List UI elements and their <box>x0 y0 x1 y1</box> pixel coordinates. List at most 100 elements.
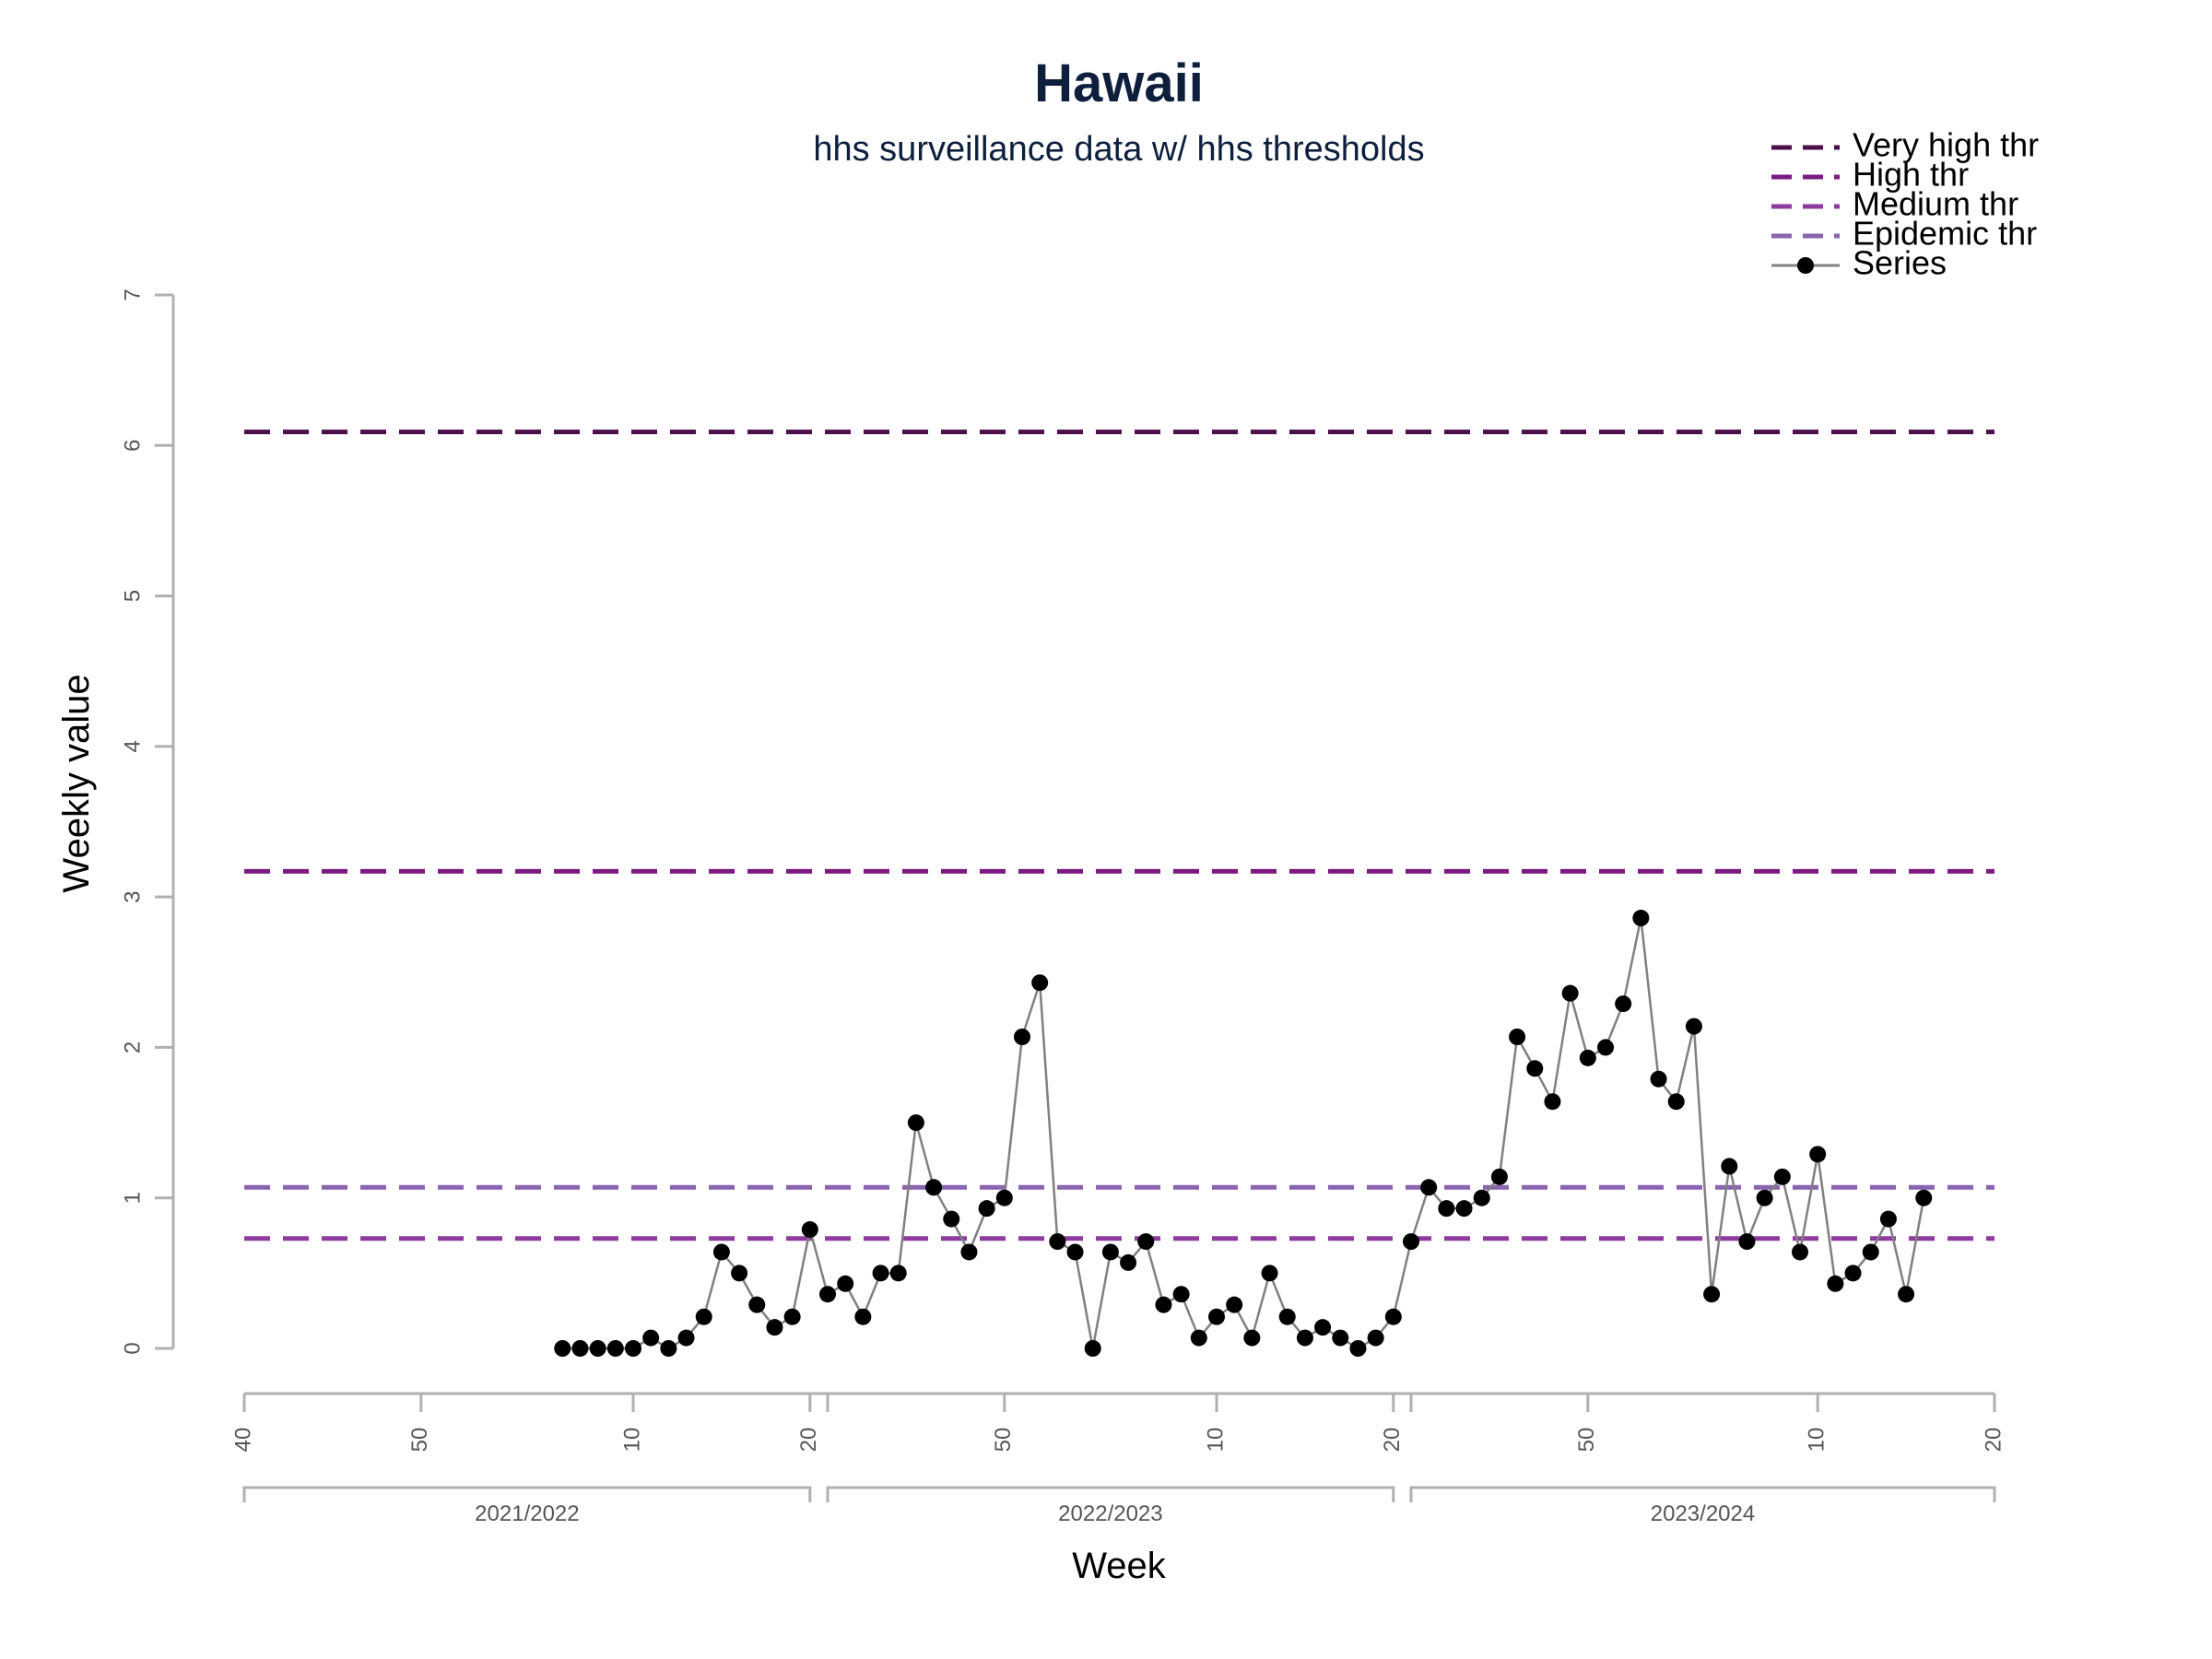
x-axis: 40 50 10 20 50 10 20 50 10 20 2021/2022 2022/2023 2… <box>230 1392 2006 1526</box>
x-tick-label: 40 <box>230 1428 255 1453</box>
legend-label: Epidemic thr <box>1853 215 2037 253</box>
y-axis-title: Weekly value <box>56 674 97 892</box>
x-tick-label: 50 <box>407 1428 432 1453</box>
y-tick-label: 5 <box>120 590 145 602</box>
x-tick-label: 10 <box>1203 1428 1228 1453</box>
x-tick-label: 10 <box>1805 1428 1830 1453</box>
data-point <box>1049 1233 1066 1251</box>
season-label: 2022/2023 <box>1058 1501 1162 1526</box>
data-point <box>1632 910 1650 927</box>
legend-marker <box>1797 257 1814 274</box>
data-point <box>1667 1093 1685 1111</box>
season-bracket <box>242 1486 812 1502</box>
data-point <box>1490 1168 1508 1185</box>
x-tick-label: 10 <box>619 1428 644 1453</box>
y-tick-label: 7 <box>120 288 145 300</box>
data-point <box>1403 1233 1419 1251</box>
data-point <box>1721 1158 1738 1175</box>
data-point <box>1509 1028 1526 1045</box>
data-point <box>571 1340 589 1357</box>
data-point <box>660 1340 677 1357</box>
data-point <box>889 1265 907 1282</box>
x-tick-label: 50 <box>1574 1428 1599 1453</box>
data-point <box>1685 1018 1702 1035</box>
data-point <box>1650 1070 1667 1088</box>
data-point <box>1544 1093 1561 1111</box>
data-point <box>819 1286 836 1303</box>
x-axis-title: Week <box>1072 1546 1167 1586</box>
data-point <box>1261 1265 1278 1282</box>
series-layer <box>554 910 1933 1357</box>
data-point <box>783 1308 801 1325</box>
y-tick-label: 0 <box>120 1342 145 1354</box>
data-point <box>606 1340 624 1357</box>
data-point <box>1827 1275 1844 1292</box>
data-point <box>1615 995 1632 1013</box>
x-tick-label: 20 <box>1380 1428 1405 1453</box>
data-point <box>695 1308 712 1325</box>
data-point <box>1844 1265 1862 1282</box>
data-point <box>1809 1146 1827 1163</box>
y-tick-label: 1 <box>120 1192 145 1204</box>
data-point <box>642 1329 660 1347</box>
data-point <box>1738 1233 1756 1251</box>
data-point <box>1172 1286 1190 1303</box>
data-point <box>677 1329 695 1347</box>
data-point <box>925 1179 943 1196</box>
x-tick-label: 50 <box>991 1428 1016 1453</box>
data-point <box>960 1243 978 1261</box>
legend-label: Very high thr <box>1853 126 2039 164</box>
data-point <box>1332 1329 1349 1347</box>
data-point <box>1155 1296 1172 1313</box>
data-point <box>1296 1329 1313 1347</box>
data-point <box>1473 1189 1490 1206</box>
threshold-lines <box>244 429 1994 1241</box>
data-point <box>1384 1308 1402 1325</box>
data-point <box>731 1265 748 1282</box>
legend-label: Medium thr <box>1853 185 2018 223</box>
data-point <box>1455 1200 1473 1218</box>
season-bracket <box>826 1486 1395 1502</box>
data-point <box>1898 1286 1915 1303</box>
data-point <box>625 1340 641 1357</box>
data-point <box>1190 1329 1207 1347</box>
y-tick-label: 6 <box>120 440 145 452</box>
y-tick-label: 3 <box>120 890 145 902</box>
data-point <box>1278 1308 1296 1325</box>
data-point <box>907 1114 924 1132</box>
data-point <box>1066 1243 1084 1261</box>
data-point <box>1226 1296 1243 1313</box>
season-bracket <box>1409 1486 1996 1502</box>
series-line <box>562 917 1925 1350</box>
data-point <box>978 1200 995 1218</box>
data-point <box>1314 1319 1332 1336</box>
data-point <box>854 1308 872 1325</box>
data-point <box>1773 1168 1791 1185</box>
data-point <box>1438 1200 1455 1218</box>
chart-subtitle: hhs surveillance data w/ hhs thresholds <box>813 130 1424 169</box>
chart-title: Hawaii <box>1034 53 1204 113</box>
data-point <box>1084 1340 1101 1357</box>
data-point <box>1915 1189 1933 1206</box>
data-point <box>1420 1179 1438 1196</box>
data-point <box>1703 1286 1721 1303</box>
data-point <box>766 1319 783 1336</box>
data-point <box>1208 1308 1225 1325</box>
season-label: 2023/2024 <box>1651 1501 1755 1526</box>
data-point <box>1561 984 1579 1002</box>
data-point <box>1031 974 1049 992</box>
data-point <box>1792 1243 1808 1261</box>
data-point <box>748 1296 766 1313</box>
data-point <box>1879 1210 1897 1228</box>
data-point <box>995 1189 1013 1206</box>
data-point <box>1756 1189 1773 1206</box>
data-point <box>1349 1340 1367 1357</box>
y-tick-label: 2 <box>120 1041 145 1053</box>
data-point <box>1579 1049 1596 1066</box>
season-label: 2021/2022 <box>475 1501 579 1526</box>
data-point <box>712 1243 730 1261</box>
x-tick-label: 20 <box>1981 1428 2006 1453</box>
data-point <box>837 1275 854 1292</box>
